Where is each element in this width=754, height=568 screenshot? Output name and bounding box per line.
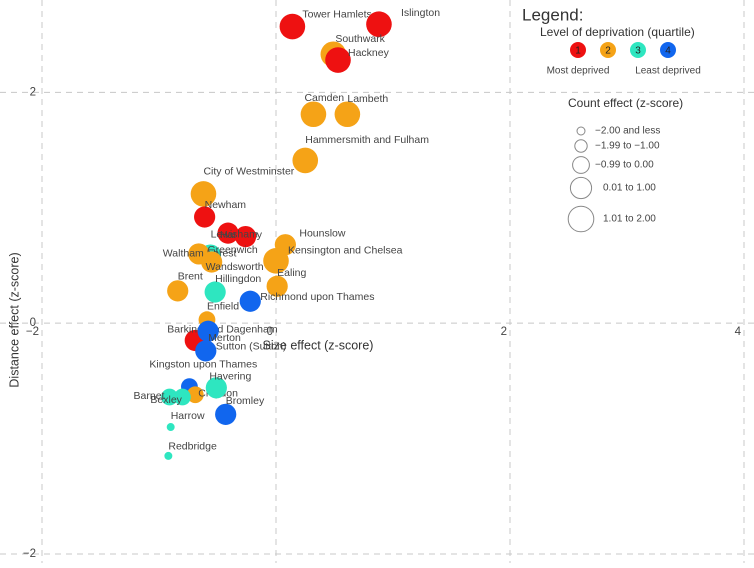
bubble	[194, 206, 216, 228]
point-label: Kingston upon Thames	[149, 358, 257, 370]
x-tick-label: 2	[501, 326, 507, 338]
bubble	[164, 451, 173, 460]
y-tick-label: −2	[23, 548, 36, 560]
legend-label: 3	[635, 46, 641, 57]
point-label: Tower Hamlets	[302, 8, 371, 20]
bubble	[161, 388, 178, 406]
legend-title: Legend:	[522, 5, 583, 24]
bubble	[300, 101, 327, 128]
bubble	[234, 226, 257, 248]
legend-label: 1.01 to 2.00	[603, 214, 656, 225]
point-label: Hounslow	[299, 227, 346, 239]
legend-label: 4	[665, 46, 671, 57]
legend-swatch	[630, 42, 646, 58]
legend-size	[567, 205, 595, 233]
point-label: Barking and Dagenham	[167, 323, 278, 335]
legend-size	[574, 139, 588, 153]
legend-swatch	[660, 42, 676, 58]
bubble	[166, 423, 175, 432]
bubble	[197, 320, 219, 342]
point-label: Sutton (Sutton)	[216, 341, 287, 353]
legend-swatch	[600, 42, 616, 58]
x-tick-label: 4	[735, 326, 742, 338]
point-label: Islington	[401, 7, 440, 19]
point-label: Bexley	[150, 394, 182, 406]
legend-swatch	[570, 42, 586, 58]
point-label: Wandsworth	[206, 261, 264, 273]
legend-label: 0.01 to 1.00	[603, 183, 656, 194]
legend-label: −2.00 and less	[595, 126, 660, 137]
legend-size	[569, 176, 593, 200]
bubble	[279, 13, 306, 40]
point-label: Lewisham	[211, 228, 259, 240]
legend-label: −0.99 to 0.00	[595, 160, 654, 171]
y-tick-label: 2	[30, 86, 36, 98]
point-label: Hammersmith and Fulham	[305, 134, 429, 146]
point-label: Newham	[205, 199, 247, 211]
bubble	[201, 251, 223, 273]
bubble	[167, 280, 189, 302]
point-label: Greenwich	[207, 244, 257, 256]
legend-quartile-title: Level of deprivation (quartile)	[540, 25, 695, 39]
legend-size	[576, 126, 586, 136]
legend-least: Least deprived	[635, 66, 701, 77]
point-label: Enfield	[207, 300, 239, 312]
bubble	[325, 47, 351, 73]
point-label: Ealing	[277, 267, 306, 279]
bubble	[190, 181, 217, 207]
legend-label: 1	[575, 46, 581, 57]
point-label: Redbridge	[168, 441, 217, 453]
point-label: Southwark	[335, 33, 385, 45]
point-label: Harrow	[171, 410, 205, 422]
legend-count-title: Count effect (z-score)	[568, 96, 683, 110]
bubble	[195, 340, 217, 362]
point-label: Lambeth	[347, 93, 388, 105]
legend-label: 2	[605, 46, 611, 57]
legend-most: Most deprived	[547, 66, 610, 77]
point-label: Brent	[178, 271, 203, 283]
bubble	[204, 281, 226, 303]
point-label: Merton	[208, 332, 241, 344]
point-label: Kensington and Chelsea	[288, 245, 403, 257]
x-tick-label: 0	[267, 326, 273, 338]
point-label: Richmond upon Thames	[260, 291, 374, 303]
point-label: Barnet	[134, 390, 165, 402]
legend-size	[572, 156, 590, 174]
bubble	[215, 403, 237, 425]
bubble	[205, 377, 227, 399]
bubble	[239, 290, 261, 312]
x-tick-label: −2	[26, 326, 39, 338]
point-label: City of Westminster	[203, 166, 294, 178]
y-axis-label: Distance effect (z-score)	[7, 252, 21, 387]
legend-label: −1.99 to −1.00	[595, 141, 660, 152]
y-tick-label: 0	[30, 317, 36, 329]
point-label: Hillingdon	[215, 273, 261, 285]
bubble	[292, 147, 319, 174]
point-label: Bromley	[226, 395, 265, 407]
bubble	[217, 222, 239, 244]
x-axis-label: Size effect (z-score)	[263, 338, 374, 352]
bubble	[186, 386, 204, 404]
point-label: Hackney	[348, 47, 390, 59]
point-label: Camden	[304, 92, 344, 104]
bubble	[174, 388, 191, 406]
bubble	[266, 275, 288, 297]
point-label: Waltham Forest	[163, 248, 237, 260]
point-label: Havering	[209, 371, 251, 383]
bubble	[334, 101, 361, 128]
bubble	[366, 11, 392, 38]
bubble	[263, 248, 289, 274]
